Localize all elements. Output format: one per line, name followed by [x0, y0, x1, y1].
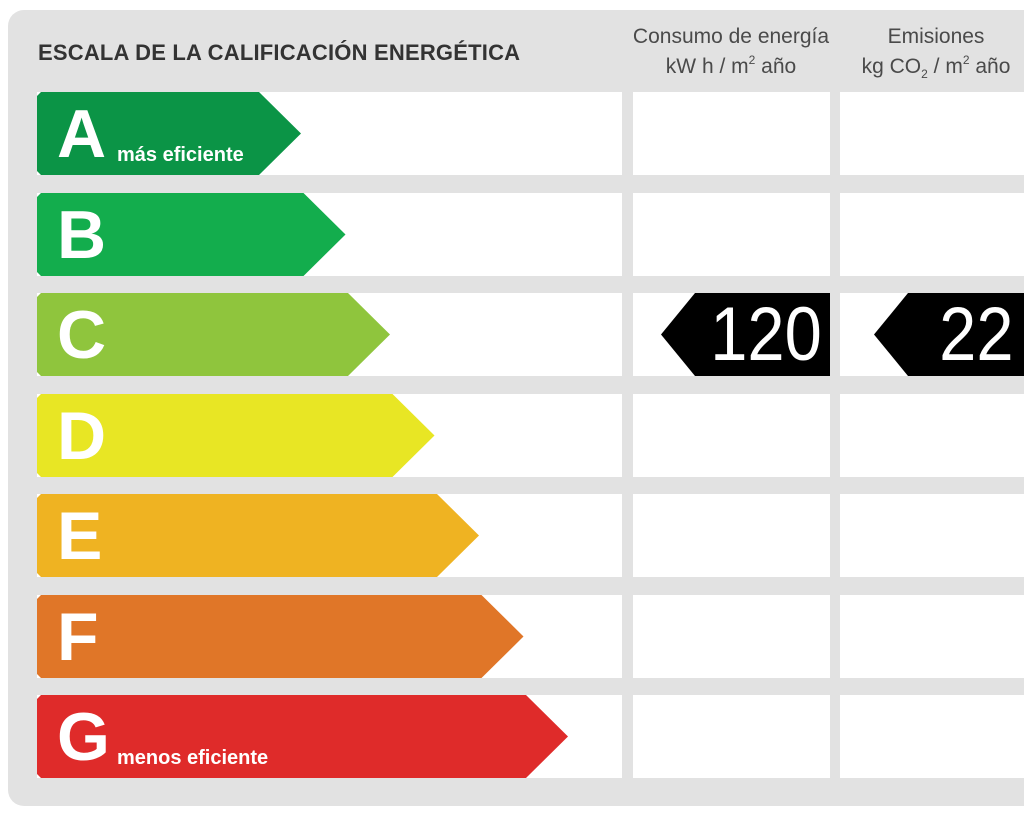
emissions-cell — [840, 595, 1024, 678]
scale-title: ESCALA DE LA CALIFICACIÓN ENERGÉTICA — [38, 40, 521, 65]
rating-bar-shape — [37, 193, 346, 276]
energy-cell — [633, 92, 830, 175]
rating-letter: E — [57, 498, 103, 574]
rating-bar-shape — [37, 293, 390, 376]
rating-bar-a: A más eficiente — [37, 92, 301, 175]
rating-bar-c: C — [37, 293, 390, 376]
rating-sublabel: más eficiente — [117, 144, 244, 166]
energy-cell — [633, 494, 830, 577]
energy-value-indicator: 120 — [661, 293, 830, 376]
emissions-cell — [840, 193, 1024, 276]
energy-header-unit: kW h / m2 año — [665, 53, 797, 78]
rating-sublabel: menos eficiente — [117, 747, 269, 769]
emissions-header-unit: kg CO2 / m2 año — [861, 53, 1011, 81]
indicator-arrow-shape — [874, 293, 1024, 376]
emissions-cell — [840, 394, 1024, 477]
rating-letter: B — [57, 197, 107, 273]
rating-bar-shape — [37, 92, 301, 175]
energy-cell — [633, 193, 830, 276]
rating-letter: A — [57, 96, 107, 172]
rating-bar-d: D — [37, 394, 435, 477]
emissions-cell — [840, 494, 1024, 577]
rating-bar-shape — [37, 494, 479, 577]
energy-cell — [633, 595, 830, 678]
rating-letter: C — [57, 297, 107, 373]
emissions-value: 22 — [939, 292, 1014, 377]
rating-bar-b: B — [37, 193, 346, 276]
indicator-arrow-shape — [661, 293, 830, 376]
energy-header-label: Consumo de energía — [632, 25, 830, 48]
emissions-cell — [840, 92, 1024, 175]
rating-bar-shape — [37, 394, 435, 477]
energy-value: 120 — [710, 292, 822, 377]
rating-bar-shape — [37, 595, 524, 678]
energy-column-header: Consumo de energía kW h / m2 año — [620, 22, 842, 82]
emissions-cell — [840, 695, 1024, 778]
energy-cell — [633, 695, 830, 778]
rating-bar-g: G menos eficiente — [37, 695, 568, 778]
emissions-column-header: Emisiones kg CO2 / m2 año — [836, 22, 1024, 82]
rating-letter: F — [57, 599, 99, 675]
emissions-header-label: Emisiones — [887, 25, 985, 48]
rating-bar-e: E — [37, 494, 479, 577]
rating-letter: G — [57, 699, 110, 775]
rating-bar-shape — [37, 695, 568, 778]
energy-cell — [633, 394, 830, 477]
emissions-value-indicator: 22 — [874, 293, 1024, 376]
rating-letter: D — [57, 398, 107, 474]
rating-bar-f: F — [37, 595, 524, 678]
